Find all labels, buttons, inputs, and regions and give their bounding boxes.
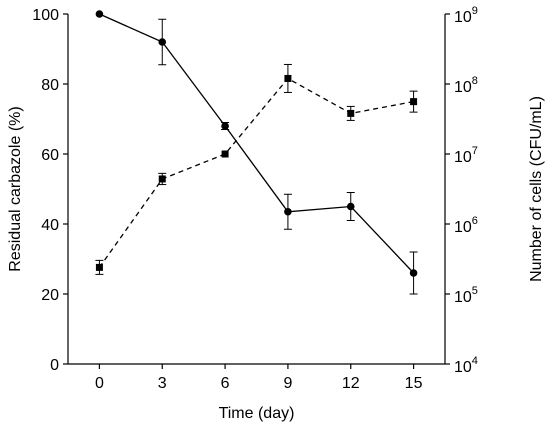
series-line: [99, 13, 415, 274]
y-tick-label: 0: [50, 357, 59, 374]
data-point: [284, 207, 292, 216]
y2-axis-title: Number of cells (CFU/mL): [528, 96, 545, 282]
data-point: [158, 175, 166, 183]
x-tick-label: 15: [405, 375, 423, 392]
y-axis-title: Residual carbazole (%): [7, 106, 24, 271]
x-tick-label: 12: [342, 375, 360, 392]
data-point: [221, 150, 229, 158]
series-layer: [95, 10, 418, 295]
y2-tick-label: 107: [454, 145, 478, 166]
y-tick-label: 100: [32, 7, 59, 24]
y-tick-label: 60: [41, 147, 59, 164]
data-point: [95, 10, 104, 18]
y2-tick-label: 108: [454, 75, 478, 96]
data-point: [346, 202, 355, 211]
y-tick-label: 40: [41, 217, 59, 234]
data-point: [221, 122, 229, 130]
y2-tick-label: 106: [454, 215, 478, 236]
y-tick-label: 80: [41, 77, 59, 94]
series-2: [95, 63, 418, 275]
series-line: [98, 77, 414, 268]
x-tick-label: 0: [95, 375, 104, 392]
axes: 0 3 6 9 12 15 0 20 40 60 80 100 104 105 106 107 108 109: [32, 5, 478, 392]
x-tick-label: 9: [283, 375, 292, 392]
series-1: [95, 10, 418, 295]
x-tick-label: 6: [221, 375, 230, 392]
data-point: [347, 109, 355, 117]
y2-tick-label: 105: [454, 285, 478, 306]
y-tick-label: 20: [41, 287, 59, 304]
data-point: [409, 269, 418, 277]
y2-tick-label: 104: [454, 355, 478, 376]
data-point: [284, 74, 292, 82]
data-point: [158, 38, 167, 46]
x-axis-title: Time (day): [219, 405, 295, 422]
data-point: [95, 263, 103, 271]
data-point: [410, 98, 418, 106]
y2-tick-label: 109: [454, 5, 478, 26]
x-tick-label: 3: [158, 375, 167, 392]
